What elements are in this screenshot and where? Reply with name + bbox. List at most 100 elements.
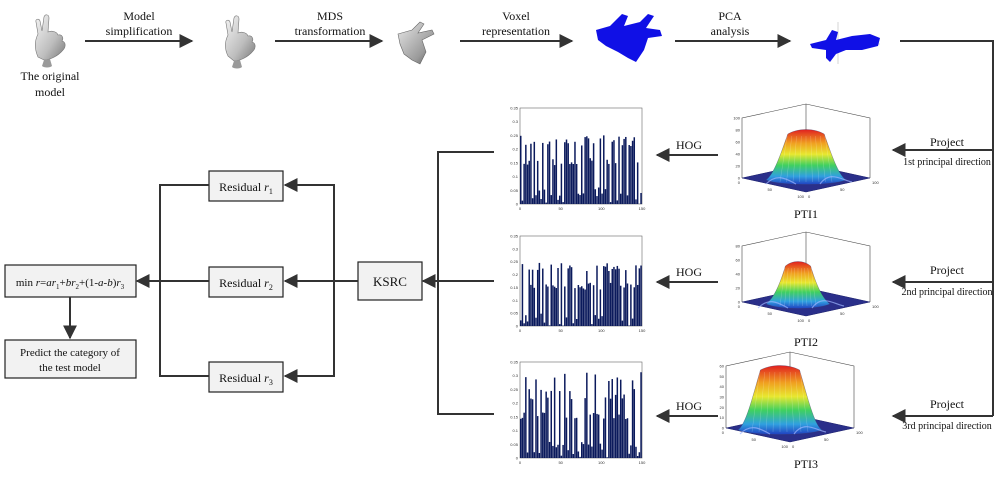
hog-bar [526,452,529,458]
pti-mesh-line [765,371,771,433]
hog-ytick: 0.3 [512,246,518,251]
hog-bar [567,143,569,204]
hog-bar [538,452,541,458]
hog-bar [520,418,522,458]
hog-bar [536,416,539,458]
fusion-term: r [116,277,121,289]
hog-bar [570,162,573,204]
pti-ytick: 50 [824,437,829,442]
hog-bar [572,164,575,204]
pti-label-2: PTI2 [794,335,818,349]
hog-xtick: 150 [639,460,646,465]
hog-bar [640,192,642,204]
pti-ztick: 20 [736,286,741,291]
hog-bar [575,319,578,326]
pti-ytick: 0 [792,444,795,449]
hog-xtick: 100 [598,206,605,211]
hog-bar [640,265,642,326]
hog-bar [579,456,581,458]
hog-bar [621,145,624,204]
hog-ytick: 0.1 [512,174,518,179]
pti-ztick: 60 [736,140,741,145]
hog-bar [623,138,625,204]
pti-surface-bump [737,365,823,435]
hog-bar [611,268,613,326]
pti-xtick: 100 [797,318,804,323]
hog-bar [558,391,561,458]
hog-bar [586,372,588,458]
hog-bar [564,373,566,458]
pti-fingers [765,176,853,185]
hog-ytick: 0.05 [510,442,519,447]
hog-bar [553,377,556,458]
hog-bar [603,418,605,458]
pti-ztick: 50 [720,374,725,379]
hog-bar [567,268,569,326]
hog-bar [584,137,586,204]
hog-bar [591,160,593,204]
hog-bar [635,199,637,204]
hog-bar [630,445,632,458]
hog-bar [628,453,630,458]
hog-bar [550,195,552,204]
hog-bar [630,284,632,326]
hog-bar [530,398,532,458]
hog-bar [599,289,602,326]
hog-bar [631,380,634,458]
hog-bar [531,399,534,458]
hog-bar [552,159,554,204]
predict-box [4,339,137,379]
hog-bar [540,199,542,204]
pti-mesh-line [810,135,813,183]
hog-bar [531,269,534,326]
hog-bar [579,195,581,204]
pti-ztick: 0 [722,426,725,431]
hog-bar [621,398,624,458]
hog-bar [577,193,580,204]
hog-bar [540,389,542,458]
hog-bar [594,315,597,326]
hog-bar [555,288,558,326]
hog-bar [528,160,530,204]
hog-label-2: HOG [676,265,702,279]
fusion-rule-formula: min r=ar1+br2+(1-a-b)r3 [16,277,125,291]
hog-bar [569,164,571,204]
hog-bar [528,269,530,326]
pti-mesh-line [815,135,820,183]
hog-bar [550,264,552,326]
hog-bar [570,399,573,458]
hog-xtick: 150 [639,206,646,211]
hog-ytick: 0.25 [510,259,519,264]
hog-ytick: 0.35 [510,234,519,239]
hog-bar [611,141,613,204]
pti-surface-bump [765,261,831,309]
hog-bar [542,268,544,326]
hog-bar [606,159,608,204]
hog-bar [536,269,539,326]
pti-xtick: 50 [768,187,773,192]
hog-bar [613,140,615,204]
hog-bar [553,165,556,204]
hog-xtick: 100 [598,328,605,333]
hog-ytick: 0 [516,324,519,329]
fusion-term: r [36,277,41,289]
pti-ztick: 100 [733,116,740,121]
hog-ytick: 0.2 [512,272,518,277]
hog-bar [570,267,573,326]
pti-xtick: 50 [752,437,757,442]
hog-bar [603,266,605,326]
hog-bar [574,141,576,204]
hog-bar [635,446,637,458]
pti-ytick: 0 [808,194,811,199]
step-label-pca: PCA [718,9,742,23]
pti-fingers [757,300,845,309]
residual-box-1 [208,170,284,202]
hog-ytick: 0.15 [510,414,519,419]
pti-mesh-line [751,371,760,433]
pti-ztick: 0 [738,176,741,181]
hog-histogram-1: 0 0.05 0.1 0.15 0.2 0.25 0.3 0.35 0 50 100 150 [510,106,646,212]
pti-xtick: 0 [738,304,741,309]
hog-bar [557,268,559,326]
